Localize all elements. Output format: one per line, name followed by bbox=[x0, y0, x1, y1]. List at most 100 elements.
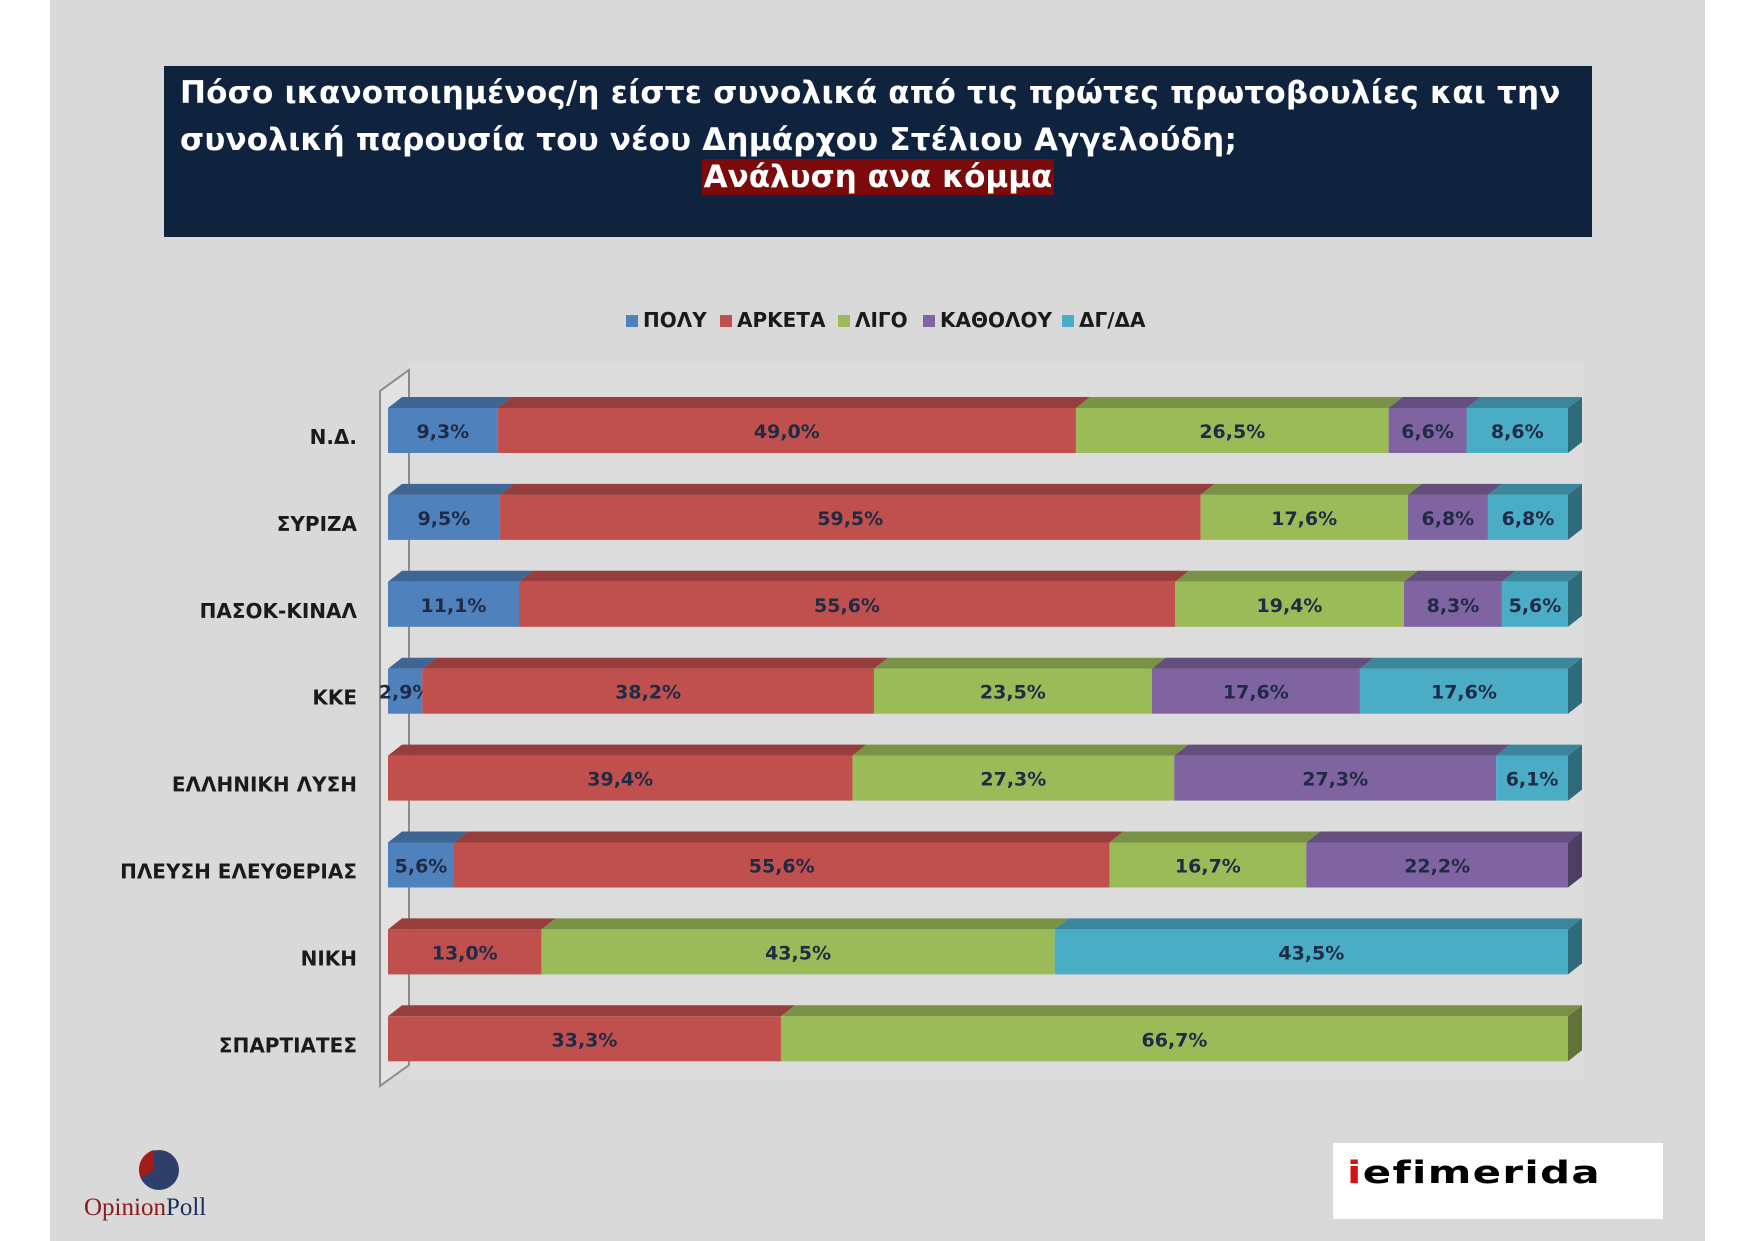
bar-top-face bbox=[873, 657, 1166, 669]
bar-top-face bbox=[1403, 570, 1516, 582]
bar-top-face bbox=[1496, 744, 1582, 756]
legend-swatch bbox=[626, 315, 638, 327]
legend-swatch bbox=[923, 315, 935, 327]
bar-top-face bbox=[388, 483, 514, 495]
category-label: ΚΚΕ bbox=[312, 686, 357, 710]
bar-top-face bbox=[1466, 397, 1582, 408]
bar-top-face bbox=[1174, 744, 1511, 756]
bar-segment bbox=[388, 408, 498, 453]
bar-segment bbox=[1109, 842, 1307, 888]
data-label: 39,4% bbox=[587, 769, 653, 791]
bar-top-face bbox=[388, 570, 533, 582]
bar-top-face bbox=[1359, 657, 1582, 669]
plot-area bbox=[379, 362, 1584, 1088]
bar-segment bbox=[1174, 755, 1497, 801]
bar-top-face bbox=[1501, 570, 1582, 582]
title-banner: Πόσο ικανοποιημένος/η είστε συνολικά από… bbox=[164, 66, 1592, 237]
bar-segment bbox=[1075, 408, 1389, 453]
bar-segment bbox=[541, 929, 1055, 975]
data-label: 16,7% bbox=[1175, 856, 1241, 878]
data-label: 5,6% bbox=[1509, 595, 1562, 617]
data-label: 27,3% bbox=[980, 769, 1046, 791]
data-label: 43,5% bbox=[765, 942, 831, 964]
bar-segment bbox=[1200, 494, 1408, 540]
bar-side-face bbox=[1568, 1005, 1582, 1062]
bar-segment bbox=[454, 842, 1110, 888]
opinionpoll-part2: Poll bbox=[165, 1194, 207, 1221]
data-label: 5,6% bbox=[395, 856, 448, 878]
bar-top-face bbox=[541, 918, 1069, 930]
legend-label: ΛΙΓΟ bbox=[855, 308, 908, 332]
data-label: 59,5% bbox=[817, 508, 883, 530]
category-label: ΣΥΡΙΖΑ bbox=[277, 512, 358, 536]
bar-segment bbox=[1496, 755, 1568, 801]
bar-segment bbox=[388, 929, 542, 975]
bar-segment bbox=[388, 668, 423, 714]
bar-top-face bbox=[518, 570, 1190, 582]
data-label: 9,3% bbox=[417, 421, 470, 443]
legend-swatch bbox=[720, 315, 732, 327]
data-label: 17,6% bbox=[1223, 682, 1289, 704]
data-label: 8,3% bbox=[1427, 595, 1480, 617]
bar-top-face bbox=[388, 397, 512, 408]
bar-segment bbox=[388, 581, 519, 627]
bar-side-face bbox=[1568, 918, 1582, 975]
iefimerida-rest: efimerida bbox=[1362, 1155, 1601, 1191]
iefimerida-wordmark: iefimerida bbox=[1347, 1155, 1601, 1191]
bar-top-face bbox=[852, 744, 1189, 756]
bar-top-face bbox=[1175, 570, 1418, 582]
data-label: 66,7% bbox=[1142, 1029, 1208, 1051]
bar-top-face bbox=[1200, 483, 1422, 495]
bar-top-face bbox=[388, 744, 867, 756]
data-label: 17,6% bbox=[1431, 682, 1497, 704]
category-label: ΠΛΕΥΣΗ ΕΛΕΥΘΕΡΙΑΣ bbox=[120, 860, 357, 884]
category-label: ΕΛΛΗΝΙΚΗ ΛΥΣΗ bbox=[172, 773, 357, 797]
chart-subtitle: Ανάλυση ανα κόμμα bbox=[701, 159, 1055, 195]
bar-top-face bbox=[497, 397, 1090, 408]
bar-segment bbox=[388, 494, 500, 540]
category-label: ΝΙΚΗ bbox=[301, 946, 357, 970]
bar-top-face bbox=[1407, 483, 1502, 495]
bar-segment bbox=[388, 842, 455, 888]
bar-segment bbox=[497, 408, 1076, 453]
data-label: 22,2% bbox=[1404, 856, 1470, 878]
bar-top-face bbox=[1075, 397, 1403, 408]
data-label: 55,6% bbox=[814, 595, 880, 617]
bars-group: 9,3% 49,0% 26,5% 6,6% 8,6% 9,5% 59,5% 17,6% 6,8%… bbox=[379, 397, 1582, 1062]
data-label: 6,1% bbox=[1506, 769, 1559, 791]
legend-label: ΠΟΛΥ bbox=[643, 308, 707, 332]
data-label: 13,0% bbox=[432, 942, 498, 964]
bar-top-face bbox=[454, 831, 1124, 843]
bar-segment bbox=[1407, 494, 1488, 540]
data-label: 11,1% bbox=[421, 595, 487, 617]
data-label: 6,6% bbox=[1401, 421, 1454, 443]
bar-segment bbox=[388, 755, 853, 801]
data-label: 23,5% bbox=[980, 682, 1046, 704]
chart-legend: ΠΟΛΥ ΑΡΚΕΤΑ ΛΙΓΟ ΚΑΘΟΛΟΥ ΔΓ/ΔΑ bbox=[626, 308, 1146, 332]
bar-side-face bbox=[1568, 483, 1582, 540]
chart-subtitle-wrap: Ανάλυση ανα κόμμα bbox=[164, 154, 1592, 201]
data-label: 38,2% bbox=[615, 682, 681, 704]
legend-label: ΔΓ/ΔΑ bbox=[1079, 308, 1146, 332]
bar-top-face bbox=[388, 918, 556, 930]
data-label: 55,6% bbox=[749, 856, 815, 878]
bar-segment bbox=[1501, 581, 1568, 627]
data-label: 6,8% bbox=[1502, 508, 1555, 530]
bar-side-face bbox=[1568, 744, 1582, 801]
bar-segment bbox=[388, 1016, 781, 1062]
data-label: 9,5% bbox=[418, 508, 471, 530]
bar-segment bbox=[1466, 408, 1568, 453]
bar-segment bbox=[1175, 581, 1404, 627]
bar-segment bbox=[1359, 668, 1568, 714]
bar-top-face bbox=[499, 483, 1215, 495]
legend-swatch bbox=[838, 315, 850, 327]
bar-segment bbox=[1054, 929, 1568, 975]
data-label: 27,3% bbox=[1302, 769, 1368, 791]
legend-label: ΑΡΚΕΤΑ bbox=[737, 308, 826, 332]
data-label: 49,0% bbox=[754, 421, 820, 443]
data-label: 17,6% bbox=[1271, 508, 1337, 530]
category-label: ΠΑΣΟΚ-ΚΙΝΑΛ bbox=[200, 599, 358, 623]
iefimerida-logo: iefimerida bbox=[1333, 1143, 1663, 1219]
legend-swatch bbox=[1062, 315, 1074, 327]
